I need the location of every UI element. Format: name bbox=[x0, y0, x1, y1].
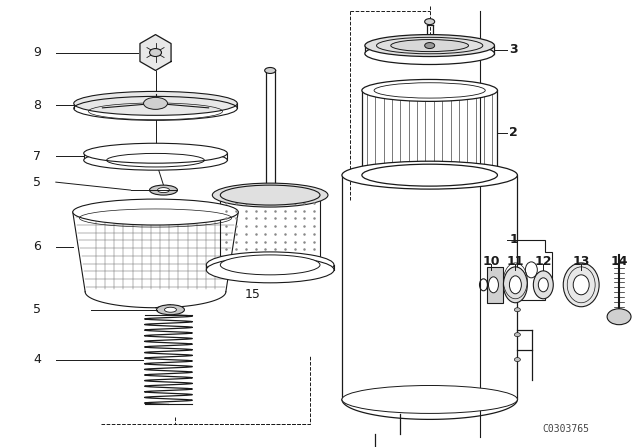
Ellipse shape bbox=[425, 43, 435, 48]
Ellipse shape bbox=[504, 267, 527, 303]
Ellipse shape bbox=[206, 257, 334, 283]
Ellipse shape bbox=[150, 48, 161, 56]
Ellipse shape bbox=[607, 309, 631, 325]
Ellipse shape bbox=[342, 161, 517, 189]
Text: 13: 13 bbox=[573, 255, 590, 268]
Ellipse shape bbox=[365, 43, 495, 65]
Ellipse shape bbox=[525, 262, 538, 278]
Text: 9: 9 bbox=[33, 46, 41, 59]
Ellipse shape bbox=[342, 385, 517, 414]
Ellipse shape bbox=[573, 275, 589, 295]
Ellipse shape bbox=[509, 276, 522, 294]
Polygon shape bbox=[517, 240, 552, 300]
Ellipse shape bbox=[74, 91, 237, 115]
Text: 11: 11 bbox=[507, 255, 524, 268]
Ellipse shape bbox=[157, 188, 170, 193]
Ellipse shape bbox=[515, 308, 520, 312]
Bar bbox=[488, 267, 504, 303]
Ellipse shape bbox=[362, 164, 497, 186]
Text: 4: 4 bbox=[33, 353, 41, 366]
Ellipse shape bbox=[220, 255, 320, 275]
Ellipse shape bbox=[515, 358, 520, 362]
Text: 7: 7 bbox=[33, 150, 41, 163]
Ellipse shape bbox=[425, 19, 435, 25]
Text: 5: 5 bbox=[33, 303, 41, 316]
Ellipse shape bbox=[84, 150, 227, 170]
Text: 14: 14 bbox=[611, 255, 628, 268]
Text: C0303765: C0303765 bbox=[542, 424, 589, 435]
Ellipse shape bbox=[220, 185, 320, 205]
Text: 15: 15 bbox=[244, 288, 260, 301]
Ellipse shape bbox=[157, 305, 184, 314]
Ellipse shape bbox=[563, 263, 599, 307]
Text: 6: 6 bbox=[33, 241, 41, 254]
Ellipse shape bbox=[206, 252, 334, 278]
Ellipse shape bbox=[533, 271, 553, 299]
Ellipse shape bbox=[538, 278, 548, 292]
Ellipse shape bbox=[265, 68, 276, 73]
Ellipse shape bbox=[391, 39, 468, 52]
Ellipse shape bbox=[143, 97, 168, 109]
Ellipse shape bbox=[150, 185, 177, 195]
Text: 8: 8 bbox=[33, 99, 41, 112]
Ellipse shape bbox=[212, 183, 328, 207]
Ellipse shape bbox=[488, 277, 499, 293]
Text: 10: 10 bbox=[483, 255, 500, 268]
Text: 12: 12 bbox=[534, 255, 552, 268]
Text: 1: 1 bbox=[509, 233, 518, 246]
Ellipse shape bbox=[164, 307, 177, 312]
Ellipse shape bbox=[365, 34, 495, 56]
Text: 2: 2 bbox=[509, 126, 518, 139]
Text: 5: 5 bbox=[33, 176, 41, 189]
Ellipse shape bbox=[73, 199, 238, 225]
Ellipse shape bbox=[362, 79, 497, 101]
Ellipse shape bbox=[84, 143, 227, 163]
Polygon shape bbox=[140, 34, 171, 70]
Text: 3: 3 bbox=[509, 43, 518, 56]
Ellipse shape bbox=[515, 333, 520, 336]
